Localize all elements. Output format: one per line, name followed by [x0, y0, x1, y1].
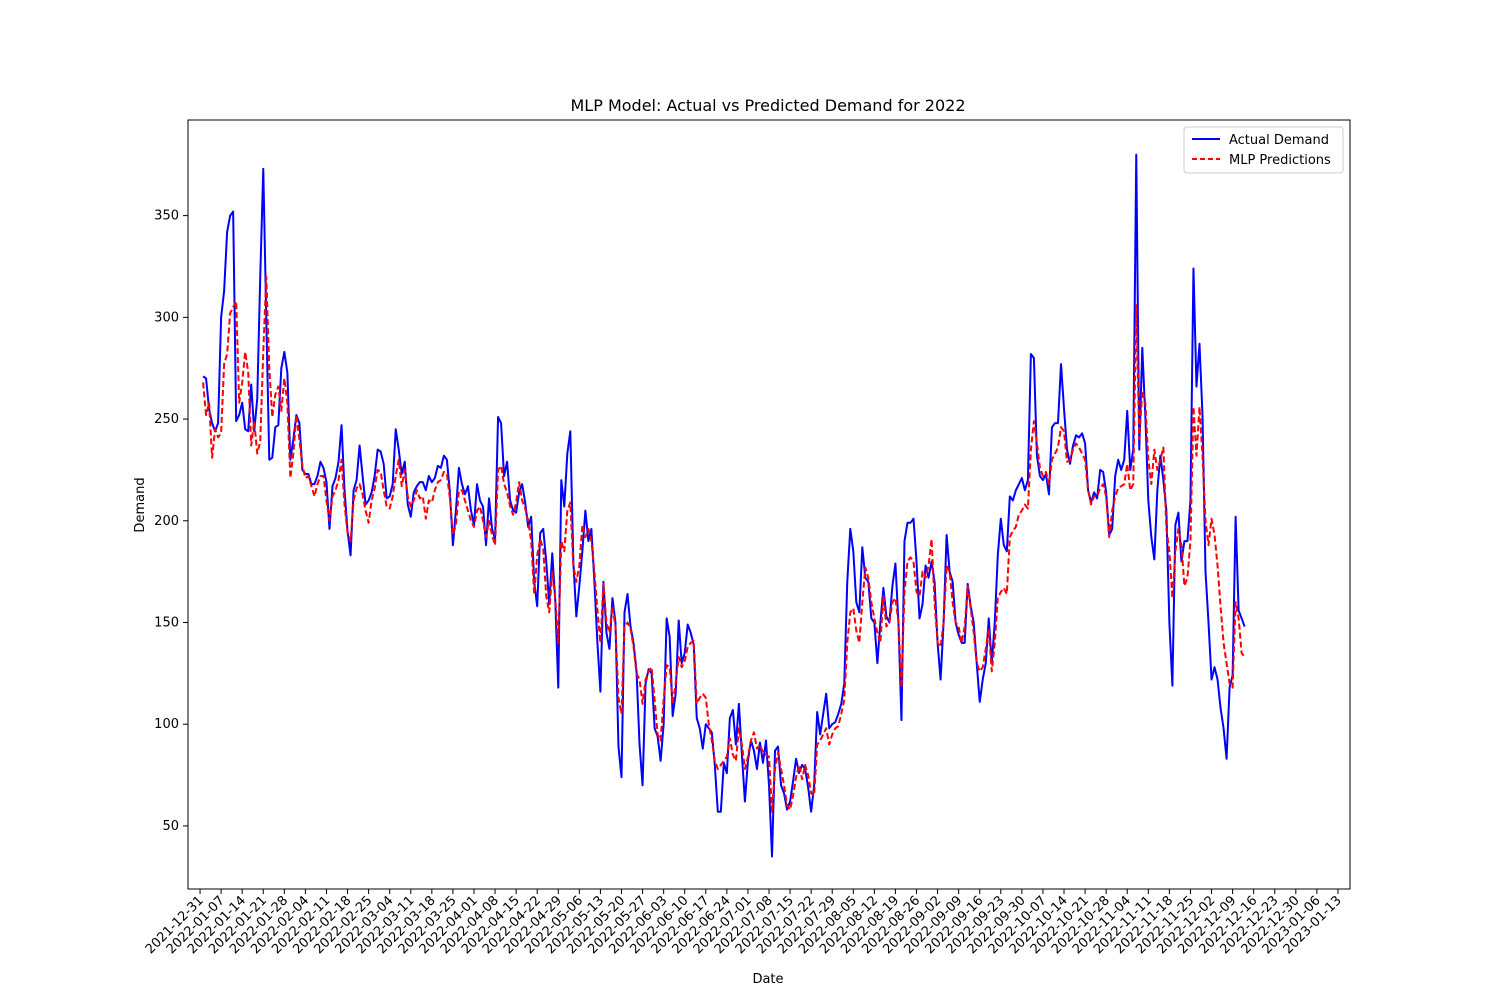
plot-area: [202, 153, 1246, 858]
legend-label-mlp-predictions: MLP Predictions: [1229, 153, 1331, 168]
y-axis: 50 100 150 200 250 300 350: [154, 209, 188, 834]
y-tick-label: 200: [154, 514, 179, 529]
legend: Actual Demand MLP Predictions: [1183, 126, 1344, 174]
chart-title: MLP Model: Actual vs Predicted Demand fo…: [570, 96, 965, 115]
y-tick-label: 350: [154, 209, 179, 224]
y-axis-label: Demand: [133, 477, 148, 532]
y-tick-label: 150: [154, 615, 179, 630]
x-axis: 2021-12-312022-01-072022-01-142022-01-21…: [143, 889, 1345, 957]
y-tick-label: 250: [154, 412, 179, 427]
series-line-actual-demand: [202, 153, 1246, 858]
y-tick-label: 300: [154, 310, 179, 325]
x-axis-label: Date: [752, 972, 783, 987]
legend-box: [1183, 126, 1344, 174]
legend-label-actual-demand: Actual Demand: [1229, 133, 1329, 148]
y-tick-label: 100: [154, 717, 179, 732]
y-tick-label: 50: [162, 819, 179, 834]
